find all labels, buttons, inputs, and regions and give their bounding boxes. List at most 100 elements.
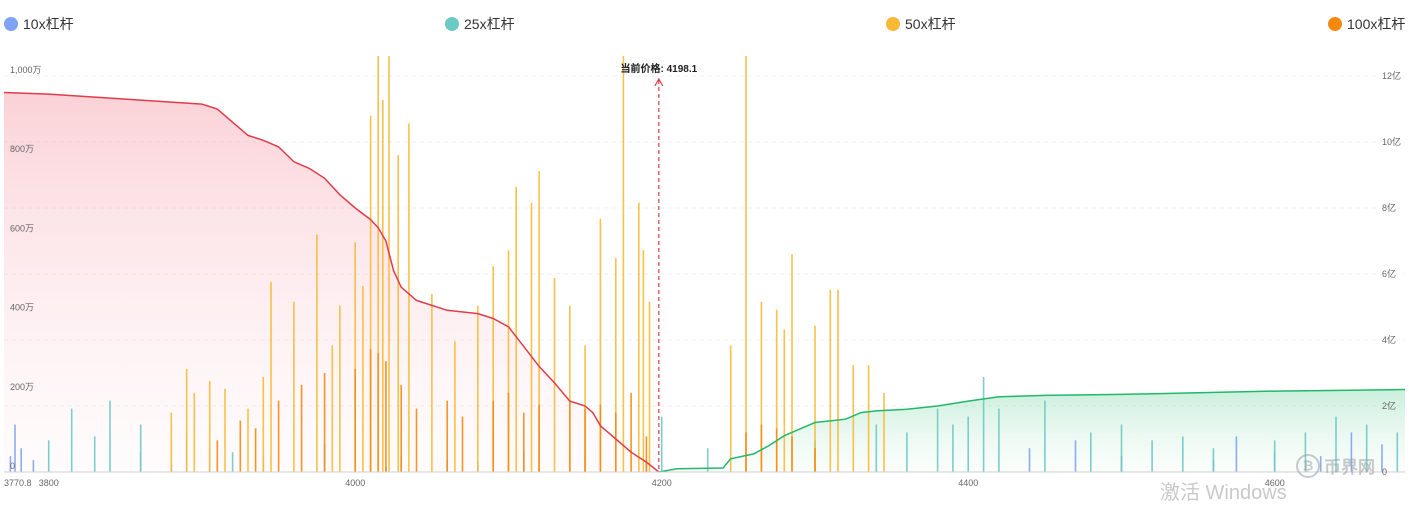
cumulative-areas (4, 92, 1405, 472)
bar-100x杠杆 (523, 412, 525, 472)
bar-25x杠杆 (1044, 400, 1046, 472)
legend-label: 25x杠杆 (464, 16, 515, 32)
bar-50x杠杆 (507, 250, 510, 472)
bar-25x杠杆 (1396, 432, 1399, 472)
bar-100x杠杆 (745, 432, 747, 472)
bar-25x杠杆 (906, 432, 908, 472)
bar-25x杠杆 (1151, 440, 1153, 472)
bar-100x杠杆 (507, 392, 510, 472)
bar-100x杠杆 (277, 400, 280, 472)
legend-item-25x[interactable]: 25x杠杆 (445, 14, 515, 34)
bar-100x杠杆 (415, 408, 418, 472)
bar-100x杠杆 (615, 412, 617, 472)
bar-25x杠杆 (1365, 424, 1368, 472)
bar-100x杠杆 (645, 436, 648, 472)
bar-10x杠杆 (1074, 440, 1077, 472)
bar-100x杠杆 (538, 404, 540, 472)
bar-50x杠杆 (775, 309, 778, 472)
bar-25x杠杆 (47, 440, 50, 472)
bar-25x杠杆 (1304, 432, 1307, 472)
bar-25x杠杆 (93, 436, 96, 472)
left-axis-tick-label: 200万 (10, 382, 34, 392)
legend-dot-icon (886, 17, 900, 31)
current-price-arrow-icon (654, 77, 664, 87)
legend-item-10x[interactable]: 10x杠杆 (4, 14, 74, 34)
bar-10x杠杆 (1350, 432, 1353, 472)
bar-100x杠杆 (599, 404, 602, 472)
bar-25x杠杆 (952, 424, 954, 472)
bar-50x杠杆 (642, 250, 645, 472)
bar-50x杠杆 (224, 388, 226, 472)
bar-50x杠杆 (331, 345, 334, 472)
bar-50x杠杆 (397, 155, 399, 472)
bar-10x杠杆 (20, 448, 22, 472)
bar-25x杠杆 (1335, 416, 1337, 472)
bar-50x杠杆 (814, 325, 816, 472)
bar-25x杠杆 (982, 377, 985, 472)
bar-50x杠杆 (515, 186, 517, 472)
bar-50x杠杆 (477, 305, 479, 472)
bar-50x杠杆 (553, 278, 556, 472)
bar-50x杠杆 (408, 123, 410, 472)
legend-label: 100x杠杆 (1347, 16, 1406, 32)
bar-50x杠杆 (454, 341, 456, 472)
bar-50x杠杆 (530, 202, 533, 472)
short-cumulative-area (658, 389, 1405, 472)
legend-item-50x[interactable]: 50x杠杆 (886, 14, 956, 34)
bar-25x杠杆 (139, 424, 142, 472)
bar-25x杠杆 (1120, 424, 1123, 472)
bar-50x杠杆 (638, 202, 640, 472)
bar-50x杠杆 (377, 56, 379, 473)
x-axis-tick-label: 3770.8 (4, 478, 32, 488)
bar-50x杠杆 (883, 392, 885, 472)
bar-10x杠杆 (1381, 444, 1383, 472)
x-axis-tick-label: 3800 (39, 478, 59, 488)
chart-legend: 10x杠杆 25x杠杆 50x杠杆 100x杠杆 (0, 14, 1409, 40)
brand-name: 币界网 (1324, 458, 1375, 477)
bar-50x杠杆 (247, 408, 249, 472)
bar-50x杠杆 (431, 293, 433, 472)
right-axis-tick-label: 8亿 (1382, 202, 1396, 213)
bar-100x杠杆 (254, 428, 257, 472)
legend-dot-icon (1328, 17, 1342, 31)
bar-50x杠杆 (339, 305, 341, 472)
bar-100x杠杆 (369, 349, 372, 472)
left-axis-tick-label: 400万 (10, 303, 34, 313)
bar-50x杠杆 (369, 115, 372, 472)
bar-50x杠杆 (783, 329, 786, 472)
bar-100x杠杆 (569, 400, 571, 472)
bar-25x杠杆 (660, 416, 663, 472)
bar-10x杠杆 (32, 460, 35, 472)
bar-50x杠杆 (382, 99, 384, 473)
long-cumulative-area (4, 92, 659, 472)
bar-100x杠杆 (239, 420, 242, 472)
windows-activation-watermark: 激活 Windows (1160, 482, 1287, 504)
bar-25x杠杆 (1090, 432, 1092, 472)
bar-25x杠杆 (967, 416, 969, 472)
bar-50x杠杆 (492, 266, 494, 472)
current-price-label: 当前价格: 4198.1 (620, 62, 697, 75)
left-axis-tick-label: 600万 (10, 223, 34, 233)
bar-100x杠杆 (300, 384, 303, 472)
bar-100x杠杆 (400, 384, 402, 472)
bar-25x杠杆 (109, 400, 111, 472)
liquidation-chart[interactable]: 0 200万 400万 600万 800万 1,000万 0 2亿 4亿 6亿 8亿 10亿 12亿 37… (0, 56, 1409, 494)
bar-25x杠杆 (1273, 440, 1276, 472)
axes: 0 200万 400万 600万 800万 1,000万 0 2亿 4亿 6亿 8亿 10亿 12亿 37… (4, 65, 1405, 488)
left-axis-tick-label: 1,000万 (10, 65, 42, 75)
bar-50x杠杆 (270, 281, 272, 472)
bar-50x杠杆 (867, 365, 870, 472)
bar-50x杠杆 (388, 56, 390, 472)
legend-item-100x[interactable]: 100x杠杆 (1328, 14, 1405, 34)
bar-50x杠杆 (193, 392, 196, 472)
left-axis-tick-label: 0 (10, 461, 15, 471)
bar-50x杠杆 (852, 365, 855, 472)
bar-50x杠杆 (837, 289, 839, 472)
bar-100x杠杆 (775, 428, 778, 472)
bar-50x杠杆 (729, 345, 732, 472)
bar-100x杠杆 (385, 361, 387, 472)
right-axis-tick-label: 6亿 (1382, 268, 1396, 279)
left-axis-tick-label: 800万 (10, 144, 34, 154)
bar-100x杠杆 (323, 373, 326, 472)
bar-50x杠杆 (615, 258, 617, 472)
